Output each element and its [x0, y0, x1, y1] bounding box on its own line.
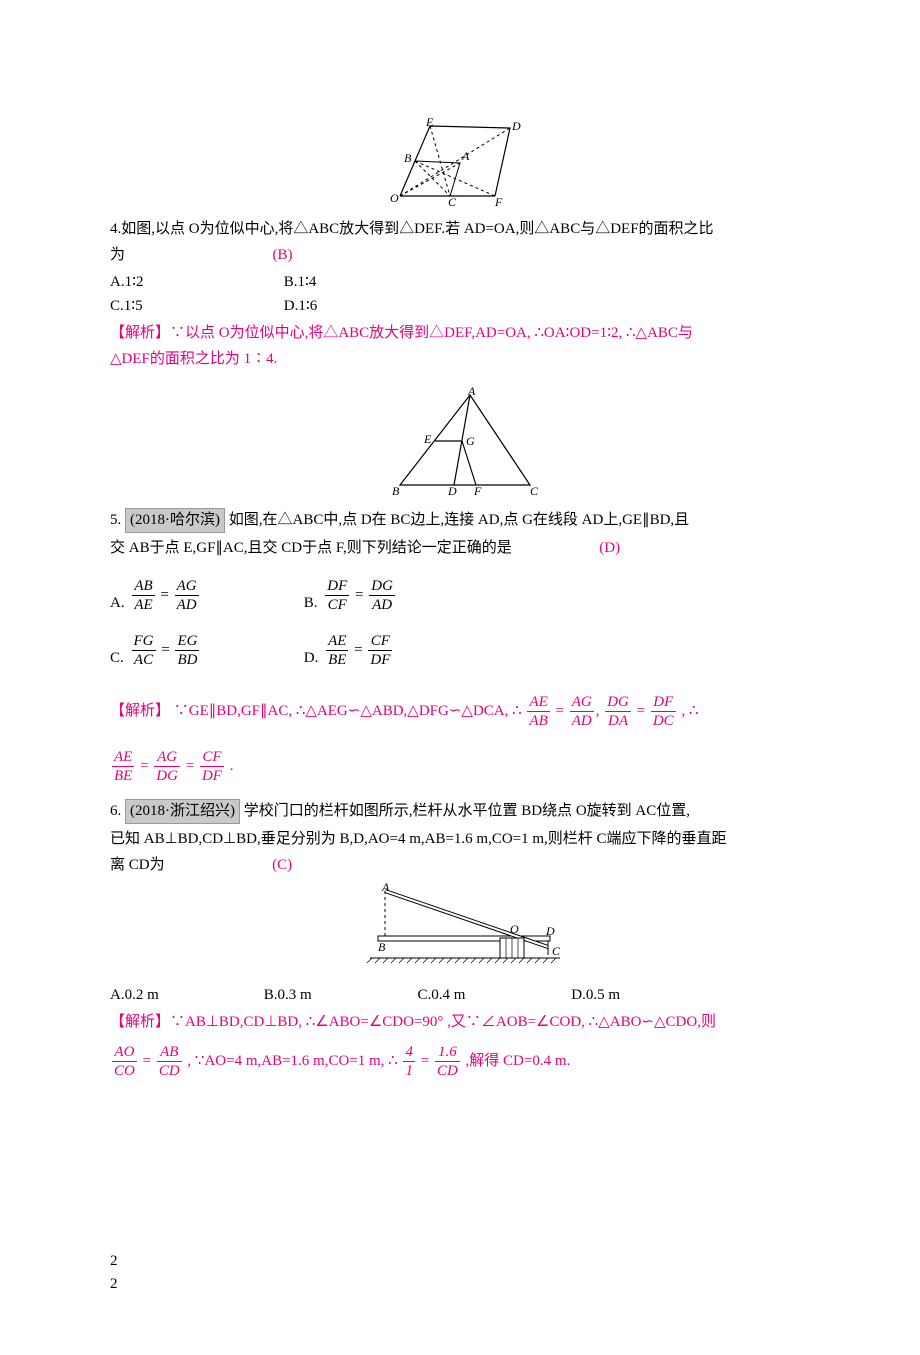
- svg-text:C: C: [552, 944, 561, 958]
- q6-stem-l2: 已知 AB⊥BD,CD⊥BD,垂足分别为 B,D,AO=4 m,AB=1.6 m…: [110, 828, 820, 851]
- q6-svg: A B O D C: [350, 883, 580, 973]
- svg-text:O: O: [390, 191, 399, 205]
- q6-opt-b: B.0.3 m: [264, 984, 414, 1007]
- svg-text:D: D: [545, 924, 555, 938]
- svg-text:F: F: [494, 195, 503, 206]
- q5-figure: A E G B D F C: [110, 387, 820, 505]
- q5-opt-d: D. AEBE = CFDF: [304, 632, 494, 669]
- q4-opt-b: B.1∶4: [284, 271, 454, 294]
- svg-text:D: D: [511, 119, 521, 133]
- q5-analysis-t1: ∵GE∥BD,GF∥AC, ∴△AEG∽△ABD,△DFG∽△DCA,: [174, 703, 512, 719]
- q4-figure: E D B A O C F: [110, 116, 820, 214]
- q6-opt-d: D.0.5 m: [571, 984, 721, 1007]
- page-number: 2 2: [110, 1250, 820, 1295]
- q5-opt-c: C. FGAC = EGBD: [110, 632, 300, 669]
- q5-opt-a: A. ABAE = AGAD: [110, 577, 300, 614]
- q5-stem-l1: 5. (2018·哈尔滨) 如图,在△ABC中,点 D在 BC边上,连接 AD,…: [110, 508, 820, 533]
- svg-text:D: D: [447, 484, 457, 497]
- q6-analysis-tail: ,解得 CD=0.4 m.: [466, 1053, 571, 1069]
- q5-opts-r2: C. FGAC = EGBD D. AEBE = CFDF: [110, 632, 820, 669]
- q5-stem-l2-text: 交 AB于点 E,GF∥AC,且交 CD于点 F,则下列结论一定正确的是: [110, 540, 512, 556]
- q6-analysis-tf: ∴: [388, 1053, 398, 1069]
- q6-analysis-l1: 【解析】∵AB⊥BD,CD⊥BD, ∴∠ABO=∠CDO=90° ,又∵∠AOB…: [110, 1011, 820, 1034]
- q5-num: 5.: [110, 512, 121, 528]
- svg-text:C: C: [530, 484, 539, 497]
- q6-stem-l1-text: 学校门口的栏杆如图所示,栏杆从水平位置 BD绕点 O旋转到 AC位置,: [244, 803, 690, 819]
- svg-text:G: G: [466, 434, 475, 448]
- q5-source: (2018·哈尔滨): [125, 508, 225, 533]
- q4-stem-2: 为 (B): [110, 244, 820, 267]
- q6-figure: A B O D C: [110, 883, 820, 981]
- pagenum-b: 2: [110, 1273, 820, 1296]
- q4-opt-d: D.1∶6: [284, 295, 454, 318]
- q4-stem-2-text: 为: [110, 247, 125, 263]
- q5-analysis-l2: AEBE = AGDG = CFDF .: [110, 748, 820, 785]
- q6-num: 6.: [110, 803, 121, 819]
- q5-analysis: 【解析】 ∵GE∥BD,GF∥AC, ∴△AEG∽△ABD,△DFG∽△DCA,…: [110, 693, 820, 730]
- svg-text:B: B: [378, 940, 386, 954]
- q6-opt-a: A.0.2 m: [110, 984, 260, 1007]
- q4-opt-c: C.1∶5: [110, 295, 280, 318]
- q5-opts-r1: A. ABAE = AGAD B. DFCF = DGAD: [110, 577, 820, 614]
- q5-analysis-pre: 【解析】: [110, 703, 170, 719]
- q4-opts-r2: C.1∶5 D.1∶6: [110, 295, 820, 318]
- svg-text:E: E: [423, 432, 432, 446]
- q5-answer: (D): [599, 540, 620, 556]
- q4-answer: (B): [273, 247, 293, 263]
- page: E D B A O C F 4.如图,以点 O为位似中心,将△ABC放大得到△D…: [0, 0, 920, 1355]
- q4-opt-a: A.1∶2: [110, 271, 280, 294]
- q4-svg: E D B A O C F: [380, 116, 550, 206]
- q4-analysis-1: 【解析】∵以点 O为位似中心,将△ABC放大得到△DEF,AD=OA, ∴OA∶…: [110, 322, 820, 345]
- svg-text:C: C: [448, 195, 457, 206]
- q5-analysis-tf: ∴: [512, 703, 522, 719]
- q6-analysis-mid: , ∵AO=4 m,AB=1.6 m,CO=1 m,: [187, 1053, 388, 1069]
- svg-text:F: F: [473, 484, 482, 497]
- svg-text:O: O: [510, 922, 519, 936]
- svg-text:A: A: [381, 883, 390, 894]
- svg-text:B: B: [392, 484, 400, 497]
- q6-analysis-l2: AOCO = ABCD , ∵AO=4 m,AB=1.6 m,CO=1 m, ∴…: [110, 1043, 820, 1080]
- q6-stem-l3: 离 CD为 (C): [110, 854, 820, 877]
- q6-source: (2018·浙江绍兴): [125, 799, 240, 824]
- svg-text:A: A: [467, 387, 476, 398]
- q6-opts: A.0.2 m B.0.3 m C.0.4 m D.0.5 m: [110, 984, 820, 1007]
- q6-opt-c: C.0.4 m: [418, 984, 568, 1007]
- q6-answer: (C): [272, 857, 292, 873]
- svg-text:A: A: [461, 149, 470, 163]
- q6-stem-l1: 6. (2018·浙江绍兴) 学校门口的栏杆如图所示,栏杆从水平位置 BD绕点 …: [110, 799, 820, 824]
- q5-svg: A E G B D F C: [380, 387, 550, 497]
- q4-analysis-2: △DEF的面积之比为 1∶4.: [110, 348, 820, 371]
- q5-stem-l1-text: 如图,在△ABC中,点 D在 BC边上,连接 AD,点 G在线段 AD上,GE∥…: [229, 512, 689, 528]
- q4-stem-1: 4.如图,以点 O为位似中心,将△ABC放大得到△DEF.若 AD=OA,则△A…: [110, 218, 820, 241]
- q6-stem-l3-text: 离 CD为: [110, 857, 165, 873]
- pagenum-a: 2: [110, 1250, 820, 1273]
- svg-text:E: E: [425, 116, 434, 129]
- q5-opt-b: B. DFCF = DGAD: [304, 577, 494, 614]
- q5-stem-l2: 交 AB于点 E,GF∥AC,且交 CD于点 F,则下列结论一定正确的是 (D): [110, 537, 820, 560]
- q4-opts-r1: A.1∶2 B.1∶4: [110, 271, 820, 294]
- svg-text:B: B: [404, 151, 412, 165]
